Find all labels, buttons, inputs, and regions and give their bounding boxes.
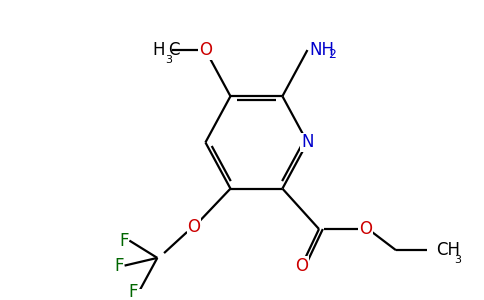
Text: F: F <box>114 256 123 274</box>
Text: NH: NH <box>309 41 334 59</box>
Text: F: F <box>119 232 128 250</box>
Text: 2: 2 <box>329 48 336 62</box>
Text: 3: 3 <box>454 255 461 265</box>
Text: F: F <box>129 283 138 300</box>
Text: H: H <box>152 41 165 59</box>
Text: N: N <box>301 134 314 152</box>
Text: O: O <box>187 218 200 236</box>
Text: 3: 3 <box>165 55 172 65</box>
Text: O: O <box>199 41 212 59</box>
Text: CH: CH <box>437 241 460 259</box>
Text: O: O <box>359 220 372 238</box>
Text: O: O <box>295 256 308 274</box>
Text: C: C <box>168 41 180 59</box>
